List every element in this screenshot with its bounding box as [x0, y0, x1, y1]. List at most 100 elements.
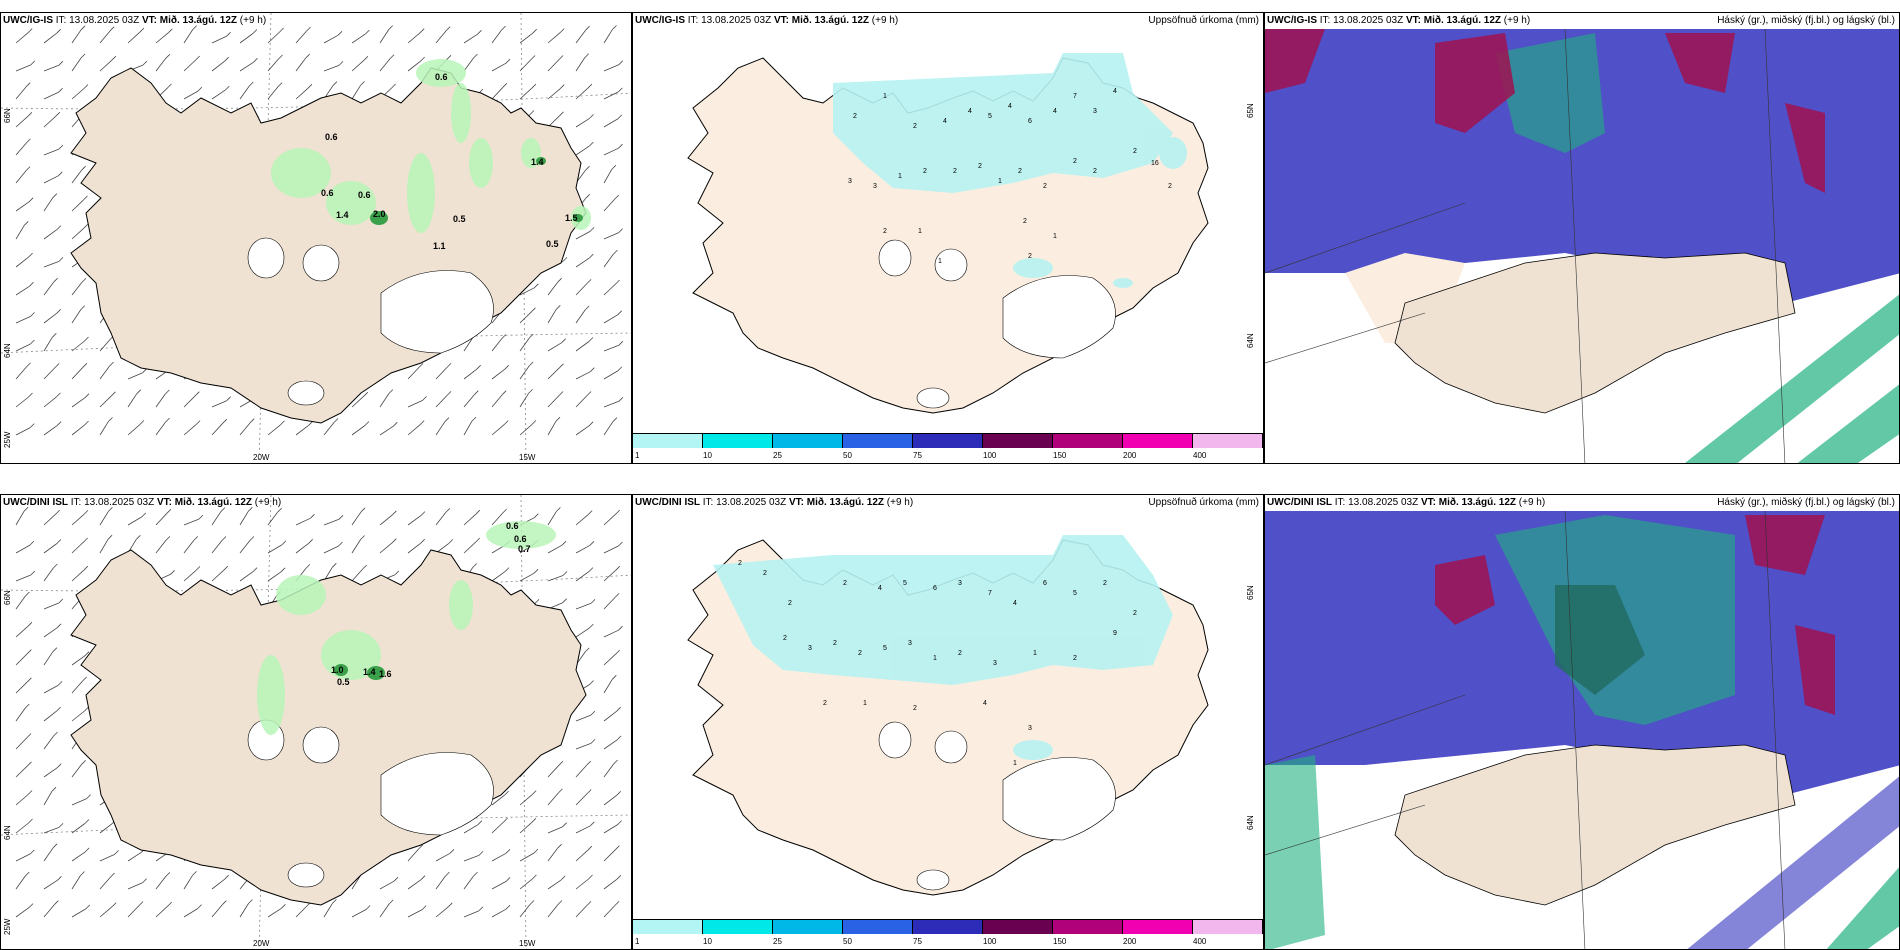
- wind-barb-flag: [614, 593, 620, 598]
- wind-barb: [603, 653, 616, 666]
- wind-barb-flag: [391, 83, 396, 89]
- wind-barb: [407, 32, 421, 44]
- wind-barb: [43, 879, 58, 890]
- wind-barb: [575, 309, 586, 324]
- wind-barb-flag: [224, 56, 229, 62]
- wind-barb: [603, 849, 616, 862]
- wind-barb: [463, 420, 473, 436]
- wind-barb: [575, 257, 590, 268]
- wind-barb-flag: [52, 333, 57, 338]
- wind-barb-flag: [111, 391, 116, 397]
- wind-barb: [15, 875, 26, 890]
- wind-barb: [267, 907, 282, 918]
- wind-barb-flag: [83, 84, 89, 89]
- svg-text:1: 1: [1053, 233, 1057, 240]
- wind-barb-flag: [25, 591, 30, 597]
- wind-barb-flag: [249, 536, 255, 541]
- wind-barb: [99, 395, 112, 408]
- wind-barb-flag: [531, 307, 536, 313]
- svg-text:1.5: 1.5: [565, 213, 578, 223]
- wind-barb: [15, 737, 28, 750]
- panel-header: UWC/DINI ISL IT: 13.08.2025 03Z VT: Mið.…: [635, 497, 914, 508]
- wind-barb: [43, 91, 59, 100]
- svg-text:3: 3: [808, 645, 812, 652]
- wind-barb: [15, 343, 31, 352]
- wind-barb: [491, 368, 505, 380]
- wind-barb-flag: [505, 904, 511, 910]
- svg-text:4: 4: [943, 118, 947, 125]
- wind-barb: [99, 421, 109, 436]
- lat-label: 65N: [1246, 103, 1256, 118]
- svg-text:2: 2: [1043, 183, 1047, 190]
- wind-barb: [71, 514, 85, 526]
- wind-barb-flag: [27, 28, 33, 33]
- svg-text:0.6: 0.6: [514, 534, 527, 544]
- wind-barb-flag: [337, 31, 343, 36]
- wind-barb: [491, 908, 507, 918]
- wind-barb: [267, 31, 280, 44]
- colorbar-ticks: 1 10 25 50 75 100 150 200 400: [635, 451, 1207, 460]
- wind-barb: [211, 511, 222, 526]
- wind-barb-flag: [308, 539, 313, 544]
- wind-barb: [603, 91, 619, 100]
- wind-barb-flag: [58, 144, 64, 150]
- wind-barb-flag: [556, 507, 561, 512]
- wind-barb: [15, 256, 29, 268]
- wind-barb-flag: [114, 850, 119, 855]
- wind-barb-flag: [84, 819, 90, 824]
- svg-text:1: 1: [1013, 760, 1017, 767]
- wind-barb-flag: [167, 83, 172, 89]
- wind-barb-flag: [26, 362, 31, 368]
- wind-barb-flag: [614, 194, 619, 200]
- wind-barb-flag: [27, 677, 32, 683]
- svg-text:2: 2: [958, 650, 962, 657]
- svg-text:2: 2: [738, 560, 742, 567]
- wind-barb: [295, 424, 309, 436]
- wind-barb-flag: [110, 872, 115, 878]
- wind-barb-flag: [53, 731, 58, 737]
- wind-barb: [43, 735, 54, 750]
- wind-barb: [267, 58, 279, 72]
- wind-barb: [463, 855, 480, 862]
- wind-barb: [71, 680, 83, 694]
- wind-barb-flag: [618, 340, 624, 346]
- colorbar-ticks: 1 10 25 50 75 100 150 200 400: [635, 937, 1207, 946]
- wind-barb-flag: [81, 760, 86, 765]
- wind-barb: [71, 367, 84, 380]
- wind-barb-flag: [84, 393, 90, 398]
- wind-barb-flag: [502, 83, 508, 88]
- wind-barb-flag: [28, 392, 33, 398]
- wind-barb-flag: [83, 223, 89, 229]
- wind-barb: [267, 544, 283, 554]
- wind-barb: [43, 115, 57, 128]
- wind-barb-flag: [445, 508, 451, 513]
- wind-barb-flag: [249, 81, 254, 87]
- wind-barb: [351, 60, 365, 72]
- svg-text:2: 2: [1133, 148, 1137, 155]
- wind-barb-flag: [222, 900, 227, 905]
- wind-barb: [323, 545, 339, 554]
- wind-barb-flag: [81, 278, 87, 283]
- wind-barb: [603, 400, 620, 408]
- wind-barb-flag: [589, 541, 595, 546]
- wind-barb: [463, 513, 477, 526]
- wind-barb: [575, 145, 590, 156]
- wind-barb: [603, 421, 614, 436]
- wind-barb-flag: [616, 875, 622, 880]
- wind-barb-flag: [107, 534, 113, 540]
- wind-barb: [15, 225, 25, 240]
- wind-barb: [407, 542, 421, 554]
- wind-barb-flag: [393, 421, 398, 427]
- svg-text:1: 1: [998, 178, 1002, 185]
- wind-barb-flag: [84, 651, 90, 656]
- wind-barb-flag: [83, 195, 88, 201]
- wind-barb: [463, 541, 476, 554]
- svg-text:1.0: 1.0: [331, 665, 344, 675]
- wind-barb: [603, 232, 619, 240]
- wind-barb: [239, 422, 251, 436]
- wind-barb: [603, 314, 618, 324]
- precip-colorbar: [633, 433, 1263, 448]
- wind-barb: [379, 903, 390, 918]
- wind-barb-flag: [332, 563, 337, 568]
- wind-barb: [519, 87, 533, 100]
